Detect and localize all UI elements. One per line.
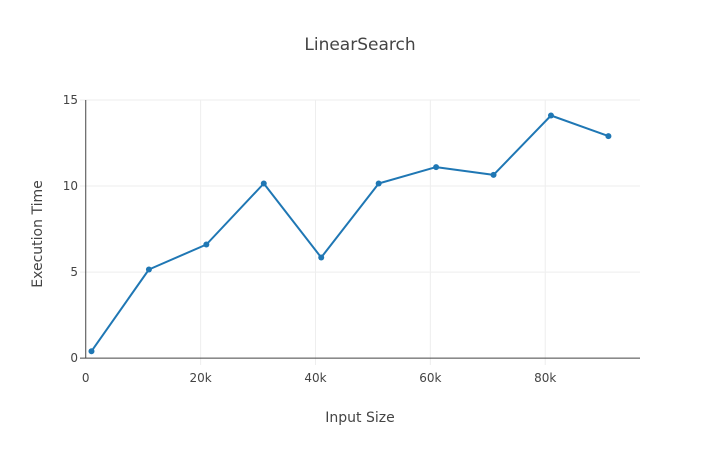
- x-tick-label: 60k: [419, 371, 441, 385]
- data-point[interactable]: [548, 112, 554, 118]
- data-point[interactable]: [261, 180, 267, 186]
- series: [88, 112, 611, 354]
- y-tick-label: 10: [63, 179, 78, 193]
- gridlines: [80, 100, 640, 365]
- x-tick-label: 0: [82, 371, 90, 385]
- y-axis-label: Execution Time: [30, 180, 46, 287]
- data-point[interactable]: [146, 266, 152, 272]
- tick-labels: 0 20k 40k 60k 80k 0 5 10 15: [63, 93, 557, 385]
- y-tick-label: 15: [63, 93, 78, 107]
- data-point[interactable]: [376, 180, 382, 186]
- axes: [80, 100, 640, 358]
- x-axis-label: Input Size: [325, 410, 394, 426]
- data-point[interactable]: [203, 242, 209, 248]
- data-point[interactable]: [318, 254, 324, 260]
- x-tick-label: 80k: [534, 371, 556, 385]
- data-point[interactable]: [491, 172, 497, 178]
- y-tick-label: 5: [70, 265, 78, 279]
- y-tick-label: 0: [70, 351, 78, 365]
- data-point[interactable]: [433, 164, 439, 170]
- data-point[interactable]: [88, 348, 94, 354]
- data-point[interactable]: [605, 133, 611, 139]
- series-line: [92, 116, 609, 352]
- chart-title: LinearSearch: [304, 35, 415, 55]
- x-tick-label: 40k: [304, 371, 326, 385]
- x-tick-label: 20k: [190, 371, 212, 385]
